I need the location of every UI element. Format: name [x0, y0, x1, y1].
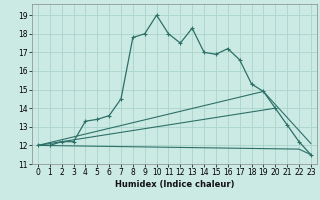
X-axis label: Humidex (Indice chaleur): Humidex (Indice chaleur) — [115, 180, 234, 189]
